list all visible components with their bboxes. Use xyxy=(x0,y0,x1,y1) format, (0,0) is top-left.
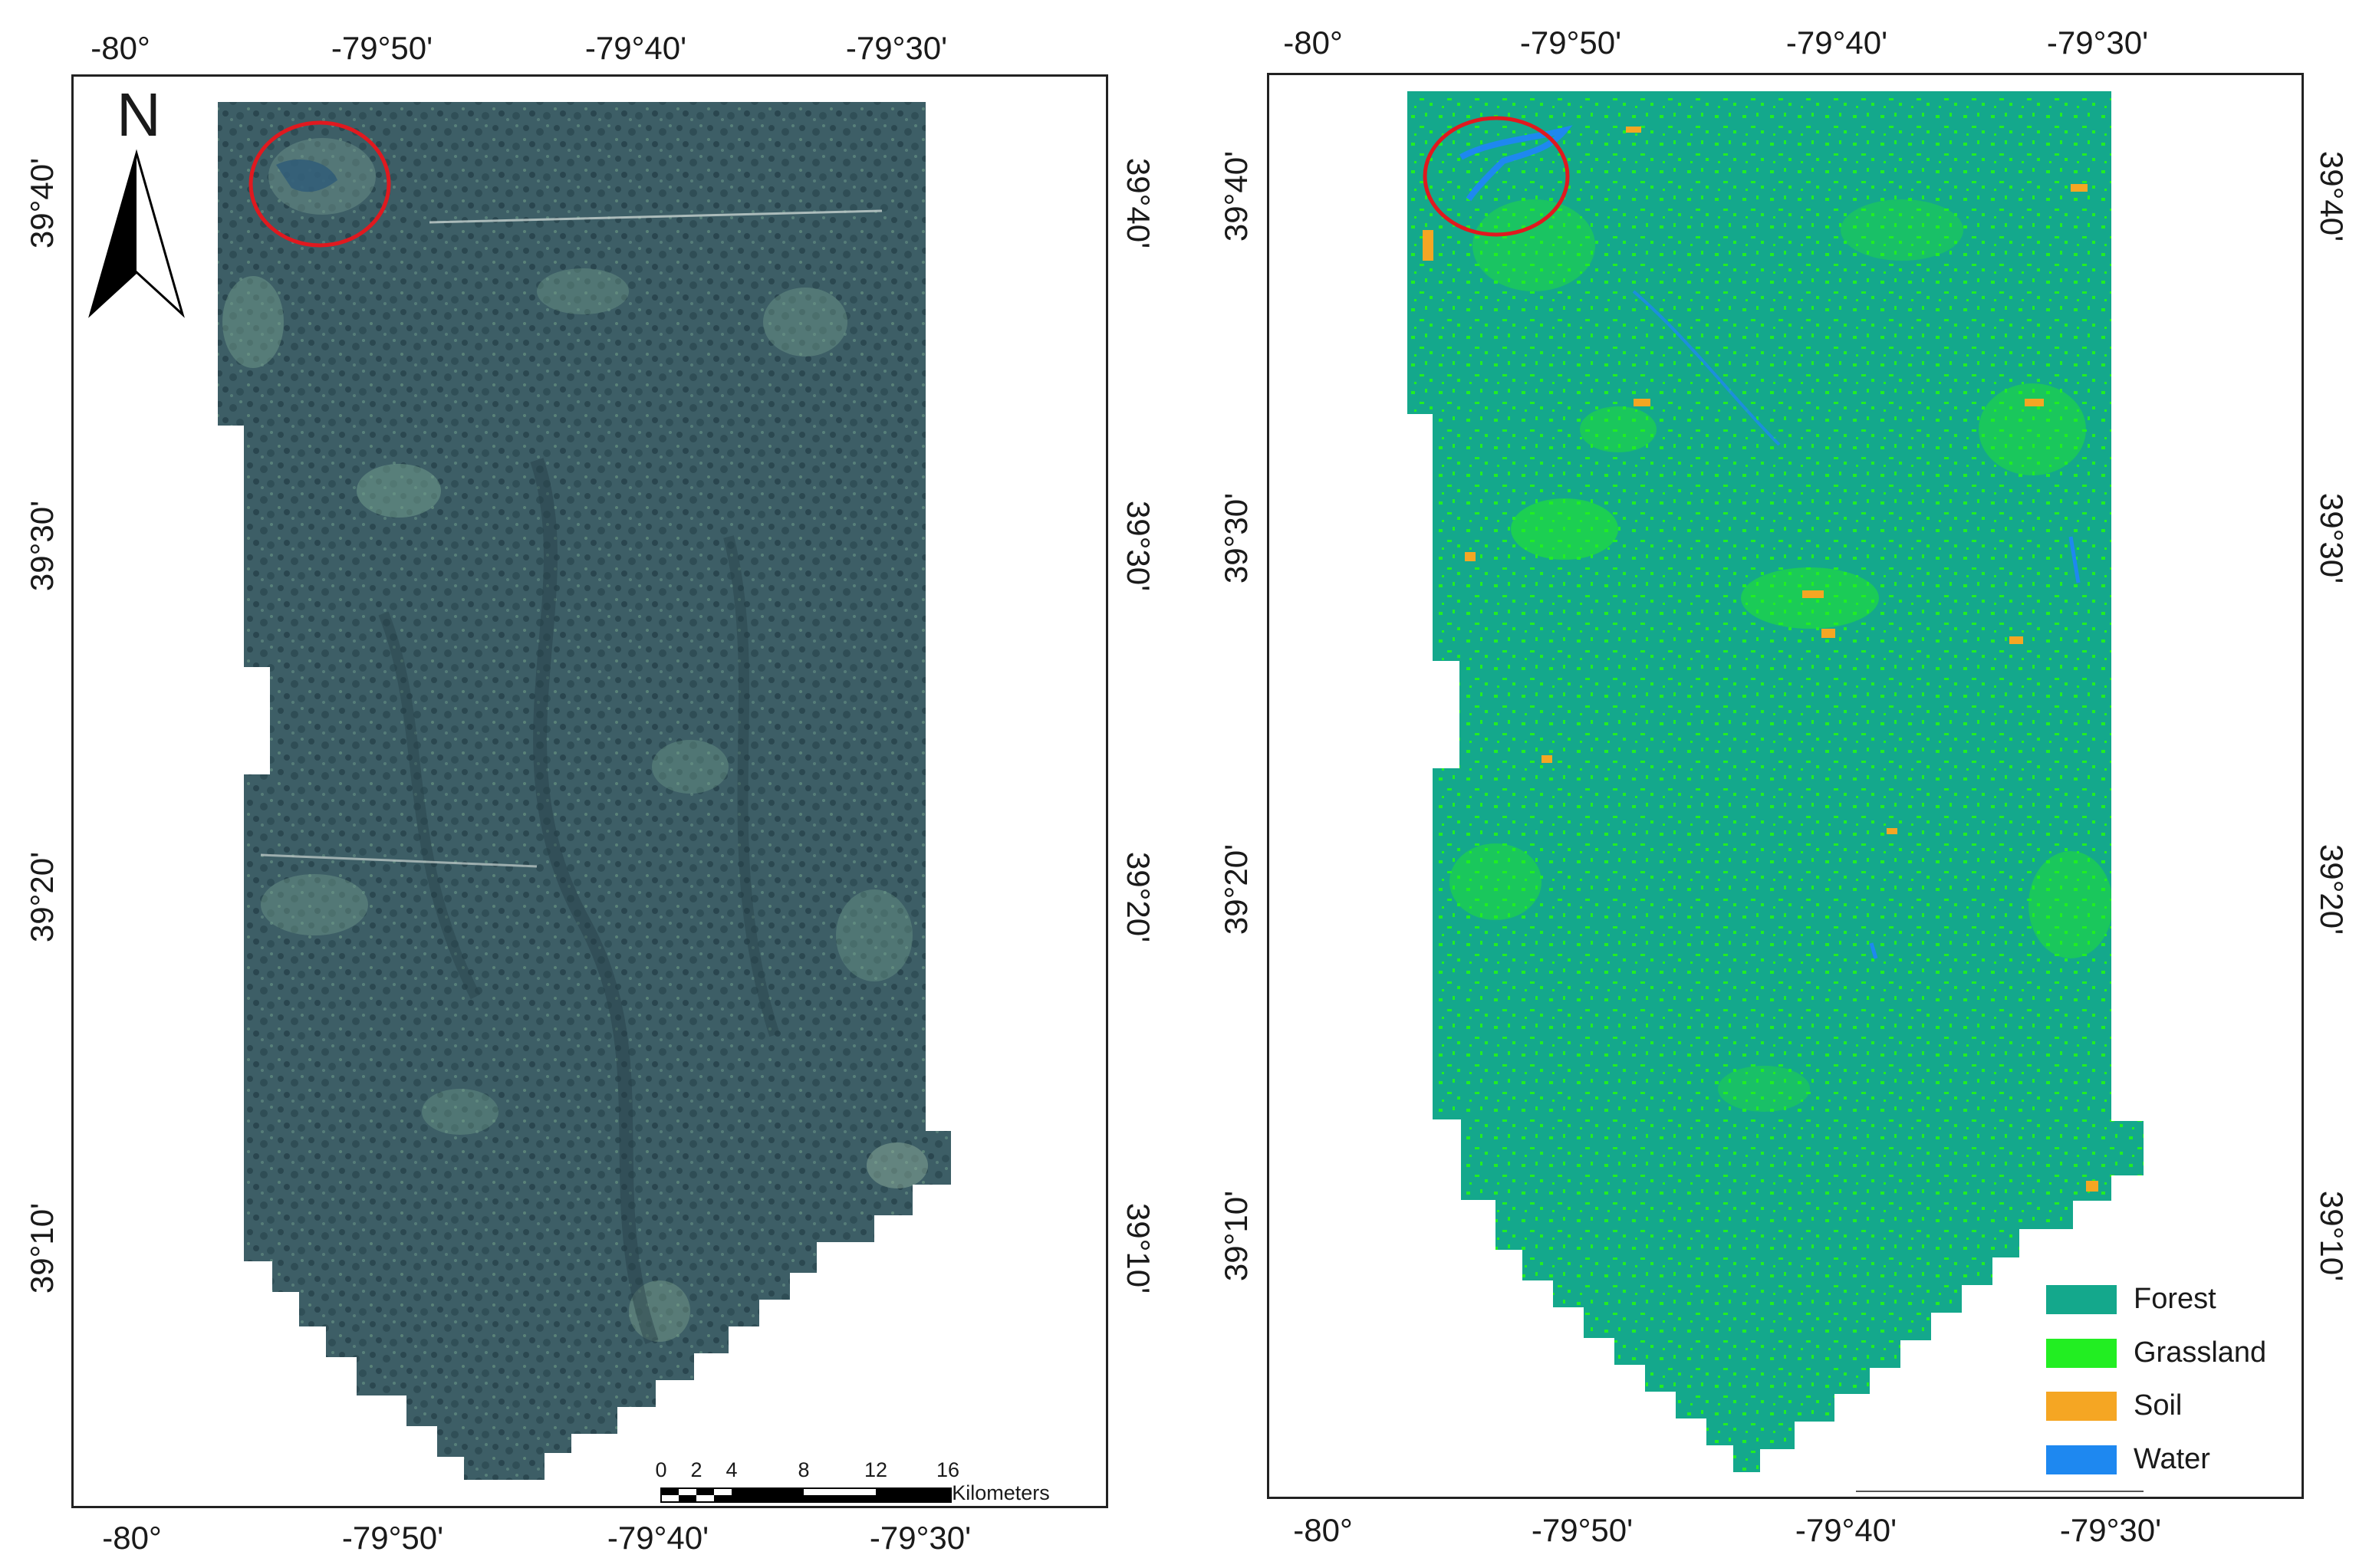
tick-label: -80° xyxy=(1293,1512,1353,1548)
legend-label: Water xyxy=(2134,1443,2210,1475)
tick-label: 39°10' xyxy=(24,1202,60,1294)
legend-label: Grassland xyxy=(2134,1336,2267,1369)
scale-label: 2 xyxy=(690,1458,702,1481)
tick-label: 39°20' xyxy=(24,851,60,943)
tick-label: 39°40' xyxy=(2314,150,2350,242)
legend-swatch-grassland xyxy=(2046,1338,2117,1368)
tick-label: -79°40' xyxy=(607,1520,709,1556)
tick-label: 39°40' xyxy=(1218,150,1254,242)
tick-label: -80° xyxy=(1283,25,1343,61)
tick-label: -79°40' xyxy=(1795,1512,1897,1548)
classification-map-frame xyxy=(1267,73,2304,1499)
tick-label: -79°30' xyxy=(2046,25,2149,61)
tick-label: -79°40' xyxy=(1785,25,1888,61)
highlight-circle-right xyxy=(1423,116,1570,237)
legend-item-forest: Forest xyxy=(2046,1283,2216,1316)
highlight-circle-left xyxy=(248,120,391,248)
tick-label: -79°50' xyxy=(1531,1512,1634,1548)
tick-label: 39°40' xyxy=(24,157,60,249)
scale-label: 4 xyxy=(726,1458,738,1481)
tick-label: -79°40' xyxy=(584,30,687,66)
tick-label: -79°50' xyxy=(331,30,433,66)
tick-label: -79°30' xyxy=(869,1520,972,1556)
tick-label: -80° xyxy=(90,30,150,66)
tick-label: 39°10' xyxy=(1218,1190,1254,1282)
tick-label: 39°10' xyxy=(1120,1202,1157,1294)
tick-label: 39°40' xyxy=(1120,157,1157,249)
legend-swatch-forest xyxy=(2046,1284,2117,1314)
legend-item-water: Water xyxy=(2046,1443,2210,1476)
tick-label: -79°30' xyxy=(845,30,948,66)
scale-label: 8 xyxy=(798,1458,810,1481)
legend-label: Forest xyxy=(2134,1283,2216,1315)
north-arrow-icon xyxy=(88,149,185,318)
tick-label: 39°20' xyxy=(2314,843,2350,935)
legend-swatch-water xyxy=(2046,1445,2117,1474)
scale-label: 12 xyxy=(864,1458,888,1481)
legend-item-soil: Soil xyxy=(2046,1389,2182,1422)
tick-label: -79°50' xyxy=(1519,25,1622,61)
tick-label: 39°30' xyxy=(1218,492,1254,584)
tick-label: 39°30' xyxy=(2314,492,2350,584)
tick-label: -79°50' xyxy=(341,1520,444,1556)
tick-label: 39°20' xyxy=(1218,843,1254,935)
legend-swatch-soil xyxy=(2046,1391,2117,1421)
tick-label: -79°30' xyxy=(2059,1512,2162,1548)
legend-label: Soil xyxy=(2134,1389,2183,1422)
scale-unit-label: Kilometers xyxy=(952,1481,1050,1504)
scale-label: 16 xyxy=(936,1458,960,1481)
tick-label: -80° xyxy=(102,1520,162,1556)
north-label: N xyxy=(117,81,161,149)
legend-item-grassland: Grassland xyxy=(2046,1336,2266,1369)
tick-label: 39°30' xyxy=(24,500,60,592)
tick-label: 39°10' xyxy=(2314,1190,2350,1282)
scale-label: 0 xyxy=(655,1458,667,1481)
tick-label: 39°20' xyxy=(1120,851,1157,943)
scale-bar xyxy=(660,1487,952,1503)
tick-label: 39°30' xyxy=(1120,500,1157,592)
